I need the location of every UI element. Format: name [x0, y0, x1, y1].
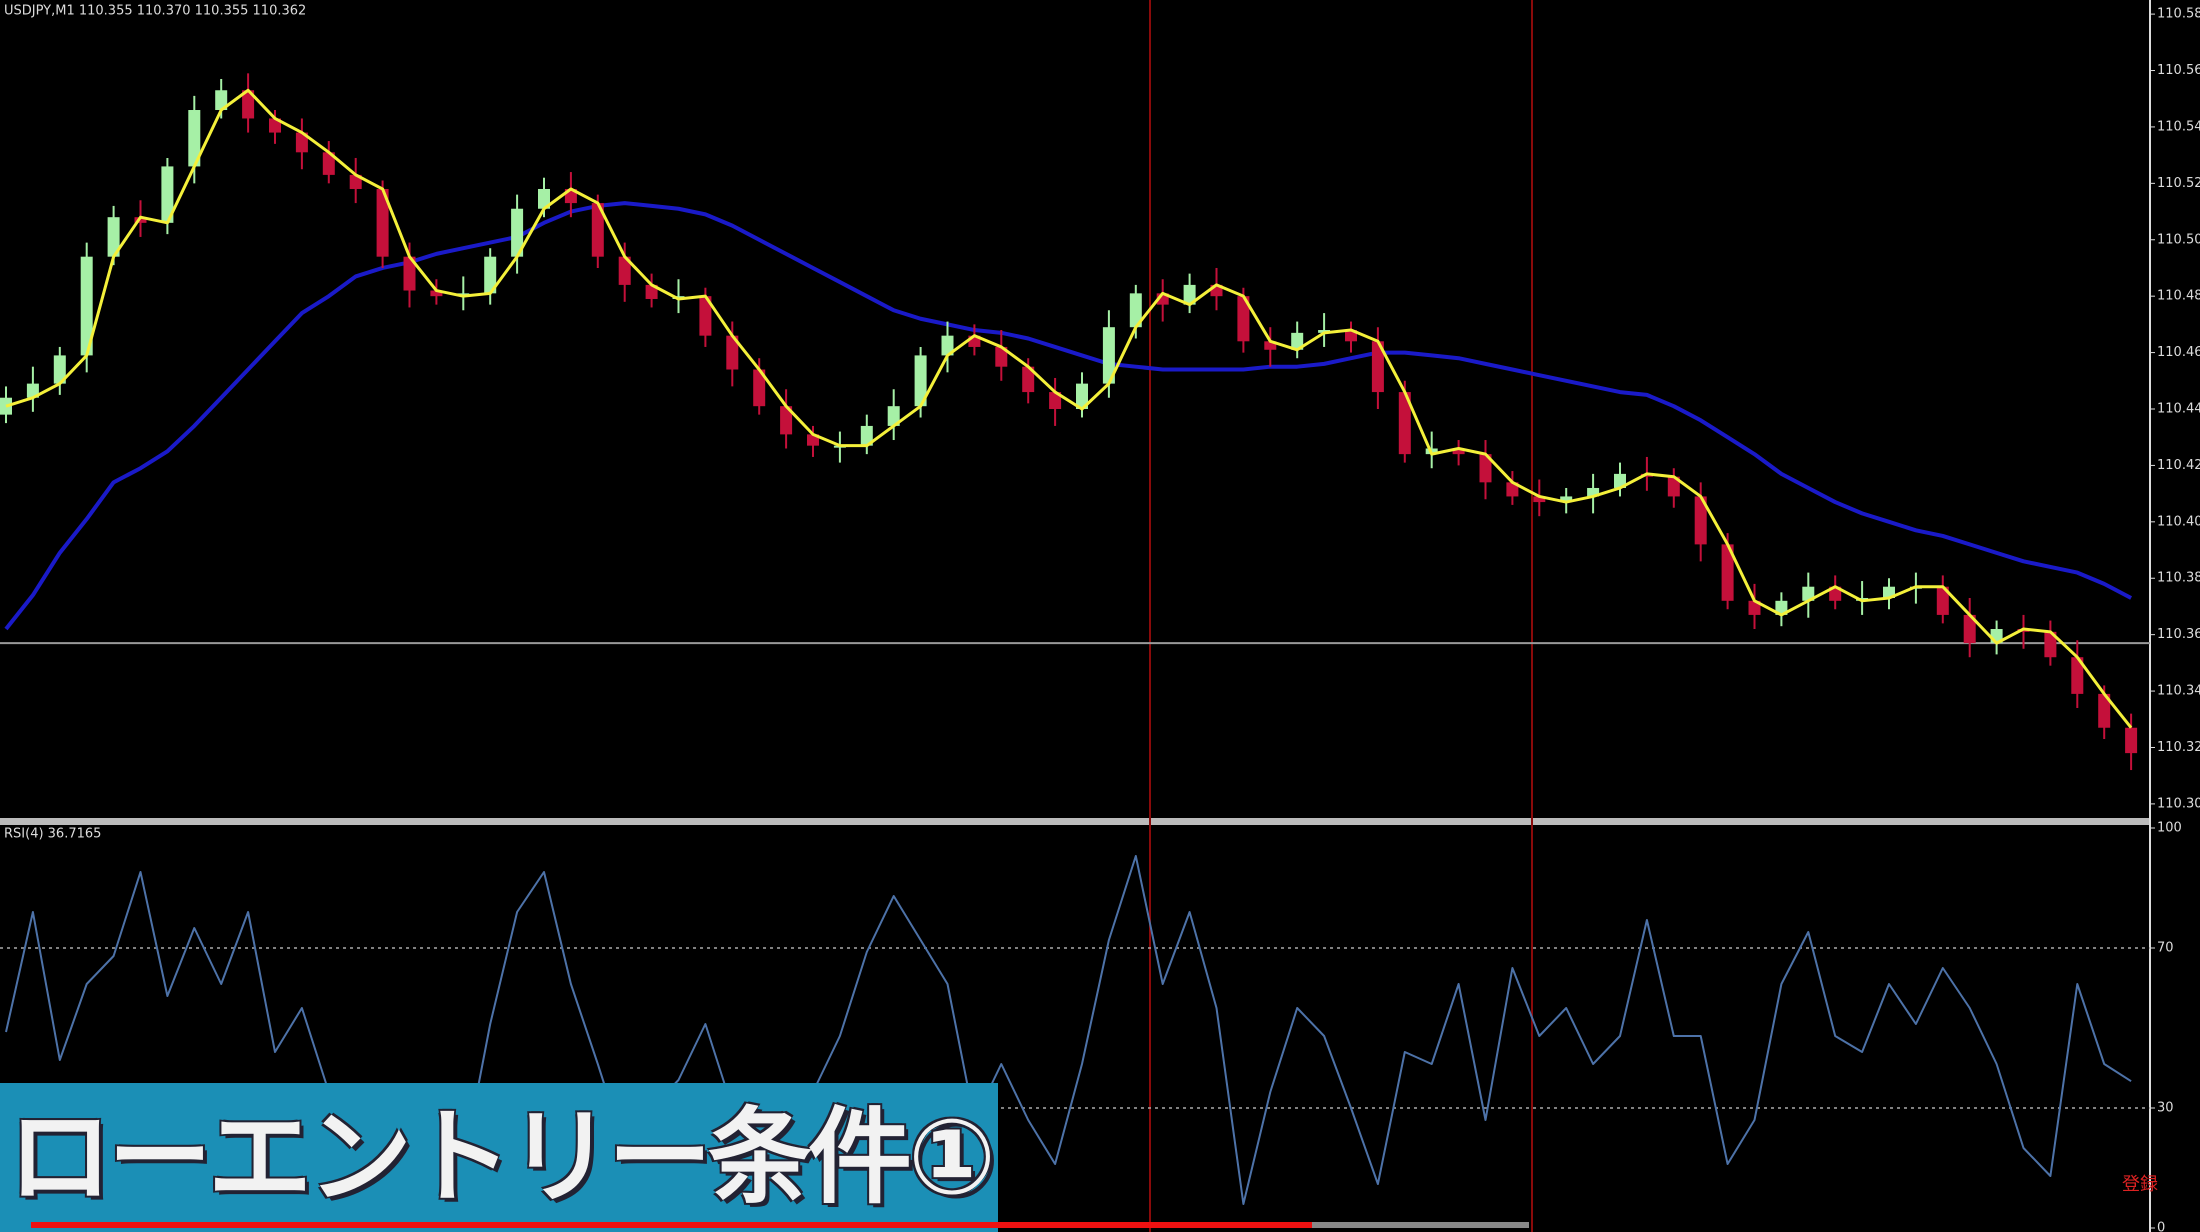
candle-body — [1129, 293, 1142, 328]
candle-body — [887, 406, 900, 426]
candle-body — [161, 166, 174, 223]
y-tick-label: 110.32 — [2157, 740, 2200, 755]
candle-body — [1183, 284, 1196, 305]
candle-body — [780, 406, 793, 435]
candle-body — [1049, 392, 1062, 409]
candle-body — [1883, 586, 1895, 598]
candle-body — [242, 90, 255, 119]
candle-body — [1936, 586, 1949, 615]
candle-body — [914, 355, 927, 407]
candle-body — [1210, 284, 1223, 297]
progress-bar — [31, 1222, 1312, 1228]
candle-body — [1721, 544, 1734, 601]
candle-body — [1076, 383, 1088, 409]
candle-body — [1102, 327, 1115, 384]
candle-body — [1587, 487, 1600, 497]
y-tick-label: 110.48 — [2157, 289, 2200, 304]
candle-body — [511, 208, 524, 257]
candle-body — [1452, 448, 1465, 455]
candle-body — [968, 335, 981, 347]
candle-body — [2098, 693, 2111, 728]
candle-body — [645, 284, 658, 299]
y-tick-label: 110.38 — [2157, 571, 2200, 586]
candle-body — [1506, 482, 1519, 497]
rsi-title: RSI(4) 36.7165 — [4, 827, 101, 842]
candle-body — [1533, 496, 1546, 503]
candle-body — [2071, 657, 2084, 694]
candle-body — [2125, 727, 2138, 754]
fast-ma — [5, 88, 2133, 729]
y-tick-label: 110.36 — [2157, 627, 2200, 642]
y-tick-label: 70 — [2157, 941, 2174, 956]
candle-body — [1560, 496, 1573, 503]
candle-body — [591, 203, 604, 257]
candle-body — [403, 256, 416, 291]
candle-body — [1479, 454, 1492, 483]
y-tick-label: 110.46 — [2157, 345, 2200, 360]
y-tick-label: 100 — [2157, 821, 2182, 836]
y-tick-label: 110.52 — [2157, 176, 2200, 191]
candle-body — [538, 188, 550, 209]
candle-body — [1775, 600, 1788, 615]
y-tick-label: 0 — [2157, 1221, 2165, 1232]
y-tick-label: 110.56 — [2157, 63, 2200, 78]
price-title: USDJPY,M1 110.355 110.370 110.355 110.36… — [4, 4, 306, 19]
candle-body — [1156, 293, 1169, 305]
candle-body — [1022, 366, 1035, 393]
candle-body — [1963, 614, 1976, 644]
candle-body — [726, 335, 739, 370]
y-tick-label: 110.54 — [2157, 119, 2200, 134]
candle-body — [1398, 392, 1411, 455]
y-tick-label: 110.44 — [2157, 402, 2200, 417]
y-tick-label: 110.50 — [2157, 232, 2200, 247]
y-tick-label: 110.34 — [2157, 684, 2200, 699]
candle-body — [134, 217, 147, 223]
candle-body — [53, 355, 66, 384]
candle-body — [269, 118, 281, 133]
candle-body — [1291, 332, 1304, 350]
y-tick-label: 110.58 — [2157, 7, 2200, 22]
candle-body — [941, 335, 954, 356]
candle-body — [349, 174, 362, 189]
candle-body — [107, 217, 120, 257]
candle-body — [1694, 496, 1707, 545]
candle-body — [376, 188, 389, 257]
candle-body — [188, 110, 201, 167]
candle-body — [1667, 476, 1680, 497]
candle-body — [215, 90, 228, 111]
progress-rest — [1312, 1222, 1529, 1228]
candle-body — [1264, 341, 1277, 350]
candle-body — [484, 256, 497, 294]
candle-body — [80, 256, 93, 356]
panel-separator — [0, 818, 2150, 825]
candle-body — [295, 132, 308, 153]
slow-ma — [4, 201, 2133, 631]
candle-body — [699, 296, 712, 336]
y-tick-label: 110.42 — [2157, 458, 2200, 473]
y-tick-label: 110.30 — [2157, 796, 2200, 811]
subscribe-label: 登録 — [2122, 1174, 2158, 1195]
candle-body — [26, 383, 39, 398]
candle-body — [807, 434, 819, 446]
candle-body — [430, 290, 443, 297]
candle-body — [1829, 586, 1842, 601]
candle-body — [1748, 600, 1761, 615]
candle-body — [2044, 631, 2057, 658]
candle-body — [1802, 586, 1815, 601]
candle-body — [860, 425, 873, 446]
candle-body — [995, 346, 1008, 367]
candle-body — [618, 256, 631, 285]
candle-body — [1237, 296, 1250, 342]
candle-body — [322, 152, 335, 175]
y-tick-label: 30 — [2157, 1101, 2174, 1116]
candle-body — [1371, 341, 1384, 393]
candle-body — [753, 369, 766, 407]
candle-body — [1614, 473, 1626, 488]
y-tick-label: 110.40 — [2157, 514, 2200, 529]
caption: ローエントリー条件① — [0, 1083, 998, 1232]
candle-body — [1345, 330, 1357, 342]
